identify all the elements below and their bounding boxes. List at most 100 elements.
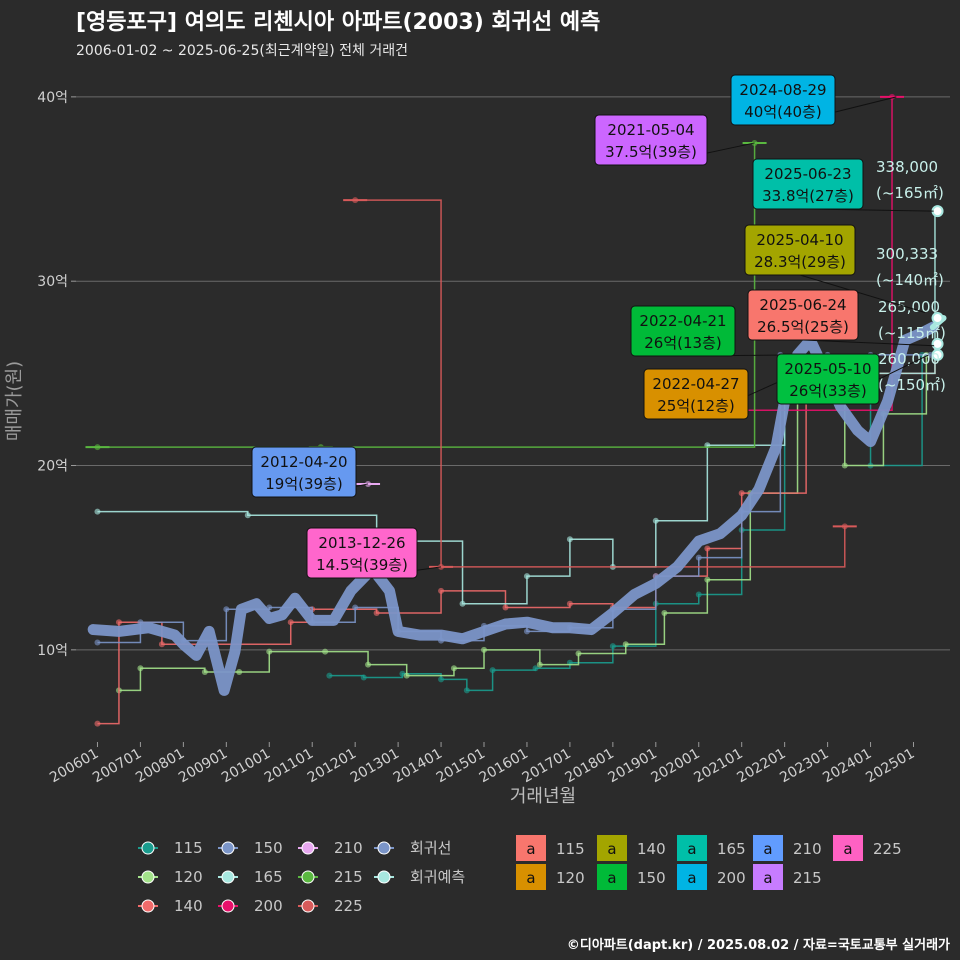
legend-label-swatch bbox=[677, 864, 707, 890]
legend-label-text: 150 bbox=[637, 869, 666, 887]
x-tick-label: 201301 bbox=[348, 746, 402, 787]
y-tick-label: 40억 bbox=[37, 90, 68, 106]
x-tick-label: 201901 bbox=[606, 746, 660, 787]
forecast-area-label: (~140㎡) bbox=[876, 271, 944, 289]
x-tick-label: 201001 bbox=[219, 746, 273, 787]
legend-label-text: 225 bbox=[873, 840, 902, 858]
legend-label: 회귀예측 bbox=[410, 868, 465, 886]
point-165 bbox=[459, 600, 466, 607]
x-tick-label: 202301 bbox=[777, 746, 831, 787]
legend-label-text: 200 bbox=[717, 869, 746, 887]
forecast-marker bbox=[931, 348, 944, 361]
annotation-date: 2022-04-27 bbox=[652, 375, 739, 393]
legend-key-point bbox=[141, 899, 155, 913]
point-150 bbox=[352, 604, 359, 611]
legend-label: 225 bbox=[334, 897, 363, 915]
legend-key-point bbox=[377, 870, 391, 884]
point-140 bbox=[115, 619, 122, 626]
y-tick-label: 30억 bbox=[37, 274, 68, 290]
legend-label-glyph: a bbox=[526, 869, 535, 887]
legend-label-glyph: a bbox=[763, 869, 772, 887]
forecast-marker bbox=[931, 337, 944, 350]
point-165 bbox=[652, 517, 659, 524]
point-140 bbox=[704, 545, 711, 552]
annotation-price: 28.3억(29층) bbox=[754, 253, 846, 271]
legend-label-glyph: a bbox=[526, 840, 535, 858]
x-tick-label: 202001 bbox=[648, 746, 702, 787]
x-tick-label: 201601 bbox=[477, 746, 531, 787]
legend-key-point bbox=[377, 841, 391, 855]
point-120 bbox=[201, 668, 208, 675]
point-115 bbox=[326, 672, 333, 679]
legend-label: 140 bbox=[174, 897, 203, 915]
legend-label-swatch bbox=[516, 864, 546, 890]
annotation-box bbox=[776, 353, 880, 405]
annotation-date: 2012-04-20 bbox=[260, 453, 347, 471]
point-115 bbox=[438, 676, 445, 683]
legend-key-point bbox=[301, 899, 315, 913]
legend-key-point bbox=[141, 841, 155, 855]
y-axis-title: 매매가(원) bbox=[4, 361, 25, 441]
point-120 bbox=[365, 661, 372, 668]
legend-label: 115 bbox=[174, 839, 203, 857]
point-215 bbox=[94, 444, 101, 451]
point-115 bbox=[532, 665, 539, 672]
legend-label-text: 120 bbox=[556, 869, 585, 887]
legend-label: 200 bbox=[254, 897, 283, 915]
point-120 bbox=[704, 576, 711, 583]
legend-label: 회귀선 bbox=[410, 839, 451, 857]
annotation-box bbox=[744, 224, 856, 276]
x-tick-label: 202101 bbox=[691, 746, 745, 787]
point-120 bbox=[266, 648, 273, 655]
forecast-marker bbox=[931, 312, 944, 325]
point-120 bbox=[137, 665, 144, 672]
point-120 bbox=[403, 672, 410, 679]
legend-label-glyph: a bbox=[687, 869, 696, 887]
x-tick-label: 202501 bbox=[863, 746, 917, 787]
annotation-date: 2025-06-24 bbox=[759, 296, 846, 314]
forecast-price-label: 300,333 bbox=[876, 245, 938, 263]
legend-label-swatch bbox=[753, 864, 783, 890]
legend-label: 210 bbox=[334, 839, 363, 857]
annotation-box bbox=[730, 74, 836, 126]
annotation-date: 2024-08-29 bbox=[739, 81, 826, 99]
annotation-date: 2021-05-04 bbox=[607, 121, 694, 139]
annotation-box bbox=[643, 368, 749, 420]
annotation-box bbox=[594, 114, 708, 166]
annotation-date: 2025-05-10 bbox=[784, 360, 871, 378]
legend-key-point bbox=[301, 870, 315, 884]
chart-subtitle: 2006-01-02 ~ 2025-06-25(최근계약일) 전체 거래건 bbox=[76, 43, 408, 59]
point-140 bbox=[502, 604, 509, 611]
legend-label: 120 bbox=[174, 868, 203, 886]
annotation-leader bbox=[799, 274, 926, 314]
point-165 bbox=[566, 536, 573, 543]
legend-key-point bbox=[221, 899, 235, 913]
x-tick-label: 201801 bbox=[563, 746, 617, 787]
point-140 bbox=[373, 609, 380, 616]
legend-key-point bbox=[221, 841, 235, 855]
point-140 bbox=[566, 600, 573, 607]
chart-title: [영등포구] 여의도 리첸시아 아파트(2003) 회귀선 예측 bbox=[76, 10, 601, 35]
point-120 bbox=[450, 665, 457, 672]
point-165 bbox=[523, 573, 530, 580]
x-tick-label: 200701 bbox=[90, 746, 144, 787]
forecast-area-label: (~165㎡) bbox=[876, 184, 944, 202]
x-tick-label: 202401 bbox=[820, 746, 874, 787]
x-tick-label: 201401 bbox=[391, 746, 445, 787]
forecast-price-label: 265,000 bbox=[878, 298, 940, 316]
point-140 bbox=[438, 587, 445, 594]
point-150 bbox=[223, 606, 230, 613]
point-120 bbox=[661, 609, 668, 616]
annotation-date: 2022-04-21 bbox=[639, 312, 726, 330]
legend-label: 165 bbox=[254, 868, 283, 886]
point-115 bbox=[489, 667, 496, 674]
x-tick-label: 202201 bbox=[734, 746, 788, 787]
annotation-price: 14.5억(39층) bbox=[316, 556, 408, 574]
y-tick-label: 20억 bbox=[37, 459, 68, 475]
point-115 bbox=[609, 643, 616, 650]
point-120 bbox=[322, 648, 329, 655]
point-140 bbox=[287, 619, 294, 626]
annotation-price: 40억(40층) bbox=[744, 103, 821, 121]
